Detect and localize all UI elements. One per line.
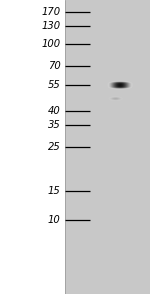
Text: 25: 25 — [48, 142, 61, 152]
Bar — [0, 0, 65, 294]
Text: 130: 130 — [42, 21, 61, 31]
Text: 35: 35 — [48, 120, 61, 130]
Text: 170: 170 — [42, 7, 61, 17]
Text: 15: 15 — [48, 186, 61, 196]
Text: 40: 40 — [48, 106, 61, 116]
Text: 100: 100 — [42, 39, 61, 49]
Text: 70: 70 — [48, 61, 61, 71]
Text: 55: 55 — [48, 80, 61, 90]
Text: 10: 10 — [48, 215, 61, 225]
Bar — [65, 0, 150, 294]
